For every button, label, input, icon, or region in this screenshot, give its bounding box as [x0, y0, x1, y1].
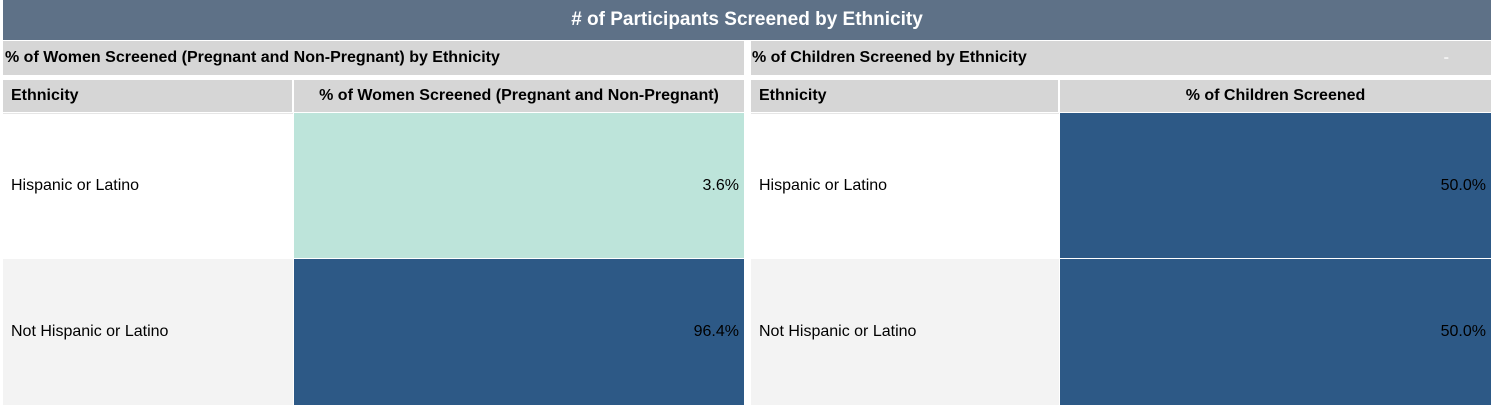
children-row-1-value[interactable]: 50.0% — [1060, 113, 1491, 258]
children-row-2-value[interactable]: 50.0% — [1060, 259, 1491, 405]
children-col-percent[interactable]: % of Children Screened — [1060, 80, 1491, 112]
women-row-2-value[interactable]: 96.4% — [294, 259, 744, 405]
children-col-ethnicity[interactable]: Ethnicity — [751, 80, 1058, 112]
children-panel-title: % of Children Screened by Ethnicity — [752, 49, 1027, 66]
women-row-1-value[interactable]: 3.6% — [294, 113, 744, 258]
children-panel: % of Children Screened by Ethnicity - Et… — [751, 41, 1491, 406]
children-panel-header: % of Children Screened by Ethnicity - — [751, 41, 1491, 75]
children-row-2-label: Not Hispanic or Latino — [751, 259, 1059, 405]
women-panel: % of Women Screened (Pregnant and Non-Pr… — [3, 41, 744, 406]
women-col-percent[interactable]: % of Women Screened (Pregnant and Non-Pr… — [294, 80, 744, 112]
women-row-2-label: Not Hispanic or Latino — [3, 259, 293, 405]
women-panel-header: % of Women Screened (Pregnant and Non-Pr… — [3, 41, 744, 75]
children-row-1-label: Hispanic or Latino — [751, 113, 1059, 258]
children-panel-dash: - — [1443, 49, 1449, 66]
women-col-ethnicity[interactable]: Ethnicity — [3, 80, 292, 112]
women-row-1-label: Hispanic or Latino — [3, 113, 293, 258]
women-panel-title: % of Women Screened (Pregnant and Non-Pr… — [5, 49, 500, 66]
report-title: # of Participants Screened by Ethnicity — [3, 0, 1491, 40]
